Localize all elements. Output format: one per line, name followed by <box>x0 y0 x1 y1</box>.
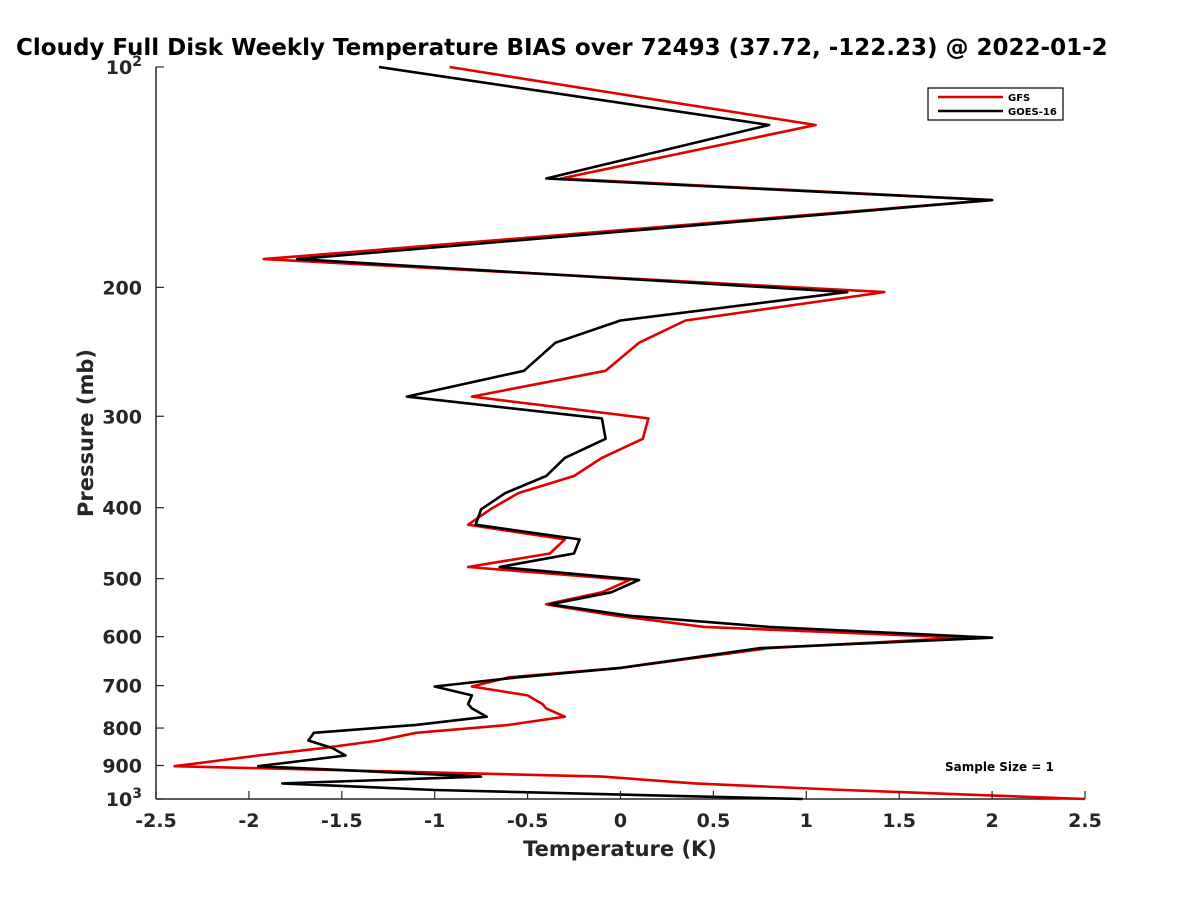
chart-title: Cloudy Full Disk Weekly Temperature BIAS… <box>16 35 1108 61</box>
x-tick-label: 2.5 <box>1068 810 1102 832</box>
y-tick-label: 500 <box>102 569 142 591</box>
y-tick-label: 800 <box>102 718 142 740</box>
x-tick-label: -1.5 <box>321 810 363 832</box>
x-tick-label: -2 <box>238 810 259 832</box>
x-tick-label: 1 <box>800 810 813 832</box>
y-tick-label: 700 <box>102 676 142 698</box>
legend-label: GOES-16 <box>1008 107 1057 118</box>
y-tick-label: 300 <box>102 406 142 428</box>
plot-area <box>155 67 1085 800</box>
series-layer <box>173 65 1086 801</box>
y-axis: 102 200 300 400 500 600 700 800 900 103 <box>102 54 164 811</box>
y-tick-label: 200 <box>102 277 142 299</box>
y-tick-label: 900 <box>102 756 142 778</box>
series-line-goes-16 <box>256 65 994 801</box>
sample-size-annotation: Sample Size = 1 <box>945 760 1054 774</box>
x-tick-label: -1 <box>424 810 445 832</box>
y-tick-label: 600 <box>102 627 142 649</box>
x-tick-label: 2 <box>985 810 998 832</box>
x-tick-label: -2.5 <box>135 810 177 832</box>
x-tick-label: 0 <box>614 810 627 832</box>
legend-box <box>927 87 1064 121</box>
x-tick-label: -0.5 <box>507 810 549 832</box>
series-line-gfs <box>173 65 1086 801</box>
x-tick-label: 0.5 <box>697 810 731 832</box>
y-tick-label: 103 <box>106 786 142 811</box>
legend: GFS GOES-16 <box>927 87 1064 121</box>
y-tick-label: 400 <box>102 498 142 520</box>
x-axis-label: Temperature (K) <box>523 837 717 861</box>
x-axis: -2.5 -2 -1.5 -1 -0.5 0 0.5 1 1.5 2 2.5 <box>135 791 1102 832</box>
y-tick-label: 102 <box>106 54 142 79</box>
x-tick-label: 1.5 <box>882 810 916 832</box>
y-axis-label: Pressure (mb) <box>74 349 98 517</box>
legend-label: GFS <box>1008 93 1030 104</box>
